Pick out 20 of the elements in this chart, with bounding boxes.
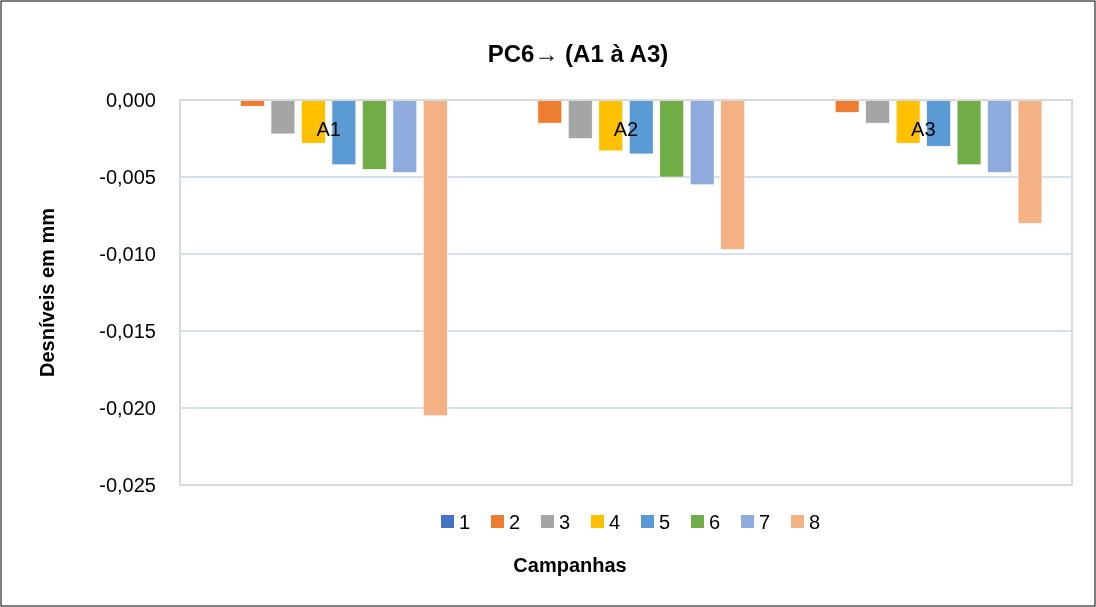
y-axis-title: Desníveis em mm bbox=[36, 208, 58, 377]
y-tick-label: -0,005 bbox=[99, 165, 156, 188]
y-tick-label: -0,010 bbox=[99, 242, 156, 265]
legend-label: 2 bbox=[509, 511, 521, 533]
legend-label: 3 bbox=[559, 511, 571, 533]
legend-label: 6 bbox=[709, 511, 721, 533]
x-tick-label: A3 bbox=[911, 118, 936, 141]
y-tick-label: -0,020 bbox=[99, 396, 156, 419]
x-tick-label: A2 bbox=[613, 118, 639, 141]
y-tick-label: -0,015 bbox=[99, 319, 156, 342]
legend-label: 4 bbox=[609, 511, 621, 533]
legend-label: 5 bbox=[659, 511, 671, 533]
legend-label: 7 bbox=[759, 511, 771, 533]
y-tick-label: 0,000 bbox=[105, 88, 156, 111]
legend-label: 8 bbox=[809, 511, 821, 533]
x-axis-title: Campanhas bbox=[513, 554, 627, 576]
y-tick-label: -0,025 bbox=[99, 473, 156, 496]
x-tick-label: A1 bbox=[316, 118, 341, 141]
legend-label: 1 bbox=[459, 511, 471, 533]
chart-title: PC6→ (A1 à A3) bbox=[487, 40, 669, 67]
